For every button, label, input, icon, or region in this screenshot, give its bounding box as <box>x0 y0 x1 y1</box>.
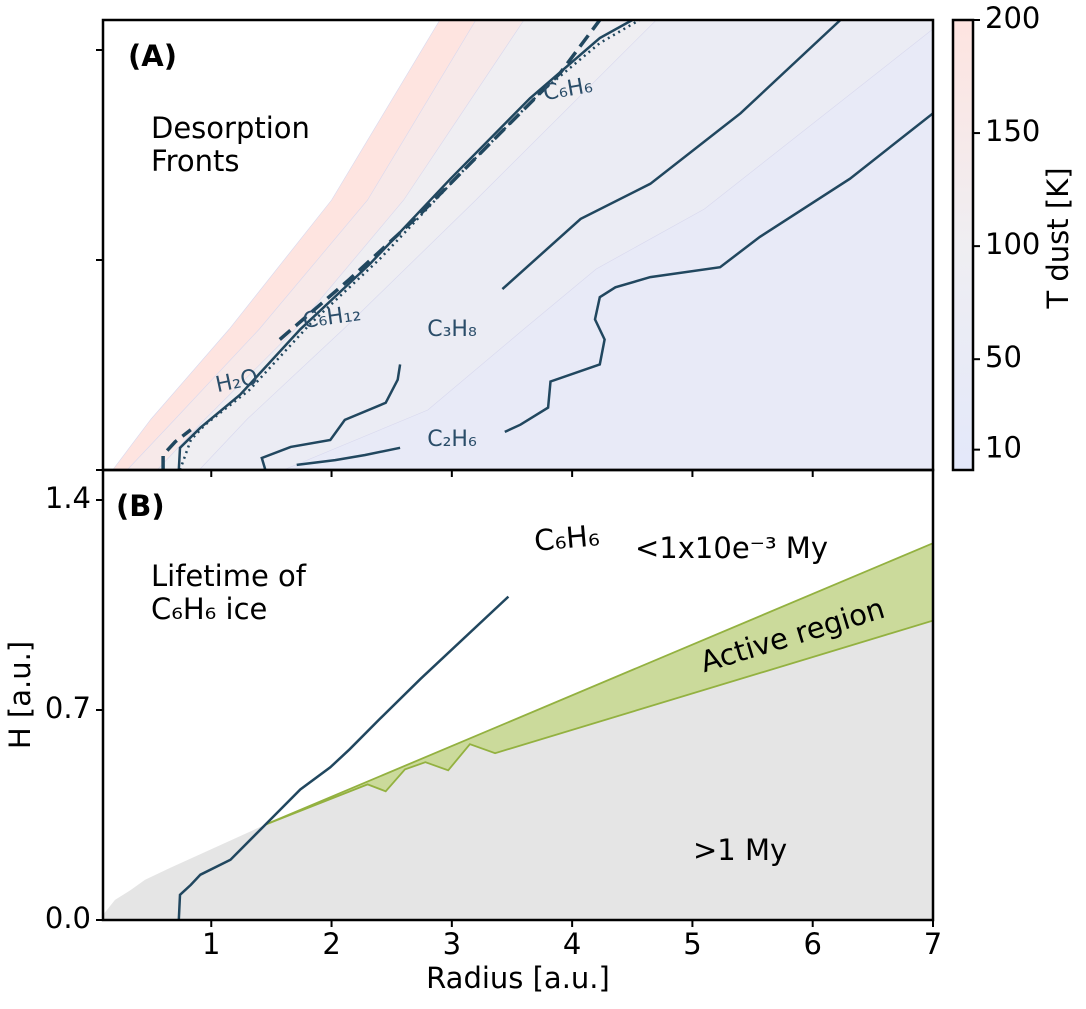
x-tick-label: 7 <box>924 927 942 961</box>
lifetime-line <box>177 595 510 920</box>
panel-label: (A) <box>128 39 177 73</box>
temperature-contour <box>283 20 933 470</box>
region-label: >1 My <box>693 833 787 867</box>
colorbar-label: T dust [K] <box>1041 167 1075 309</box>
x-tick-label: 5 <box>683 927 701 961</box>
region-label: <1x10e⁻³ My <box>635 531 828 565</box>
colorbar-tick-label: 200 <box>985 1 1040 35</box>
panel-b-plot <box>103 470 933 920</box>
panel-annotation: Desorption <box>151 111 310 145</box>
colorbar-tick-label: 150 <box>985 114 1040 148</box>
panel-label: (B) <box>116 489 165 523</box>
y-tick-label: 0.7 <box>45 691 91 725</box>
y-tick-label: 1.4 <box>45 481 91 515</box>
x-tick-label: 3 <box>443 927 461 961</box>
panel-annotation: C₆H₆ ice <box>151 592 267 626</box>
panel-annotation: Lifetime of <box>151 559 307 593</box>
front-label: C₂H₆ <box>427 427 477 452</box>
desorption-front <box>177 20 633 470</box>
x-tick-label: 6 <box>803 927 821 961</box>
desorption-front <box>161 20 602 470</box>
x-axis-label: Radius [a.u.] <box>426 961 610 995</box>
desorption-front <box>178 20 641 470</box>
lifetime-region <box>103 620 933 920</box>
x-tick-label: 4 <box>563 927 581 961</box>
y-axis-label: H [a.u.] <box>3 641 37 749</box>
colorbar-tick-label: 100 <box>985 227 1040 261</box>
desorption-front <box>260 20 842 470</box>
axes-frame <box>101 468 935 922</box>
panel-annotation: Fronts <box>151 144 239 178</box>
front-label: C₃H₈ <box>427 317 477 342</box>
line-label: C₆H₆ <box>533 518 601 558</box>
panel-a-plot <box>112 20 933 470</box>
colorbar <box>951 18 975 472</box>
active-region <box>265 542 933 826</box>
x-tick-label: 1 <box>202 927 220 961</box>
colorbar-tick-label: 50 <box>985 340 1022 374</box>
y-tick-label: 0.0 <box>45 901 91 935</box>
x-tick-label: 2 <box>322 927 340 961</box>
colorbar-tick-label: 10 <box>985 431 1022 465</box>
desorption-front <box>296 112 933 467</box>
